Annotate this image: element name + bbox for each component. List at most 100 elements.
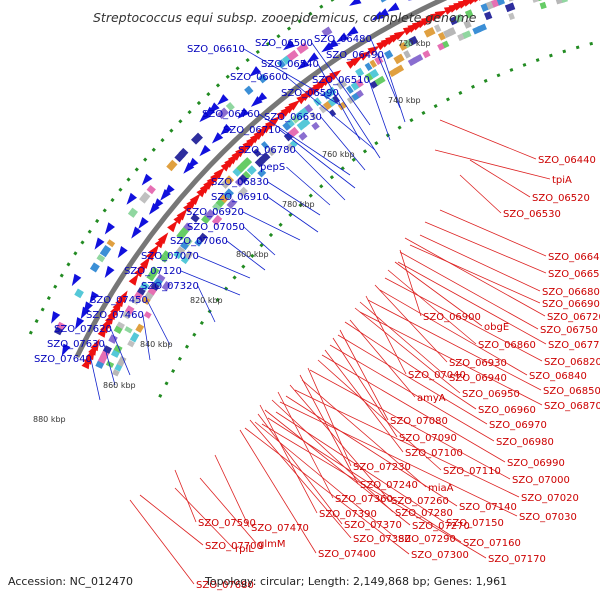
feature-block-forward — [224, 175, 235, 185]
feature-block-forward — [423, 27, 436, 38]
forward-gene-label: SZO_07260 — [391, 496, 449, 507]
forward-label-leader — [434, 149, 551, 180]
feature-block-reverse — [178, 147, 189, 158]
forward-label-leader — [199, 477, 257, 544]
reverse-gene-arrow — [138, 217, 149, 229]
forward-label-leader — [289, 384, 390, 501]
reverse-gene-label: SZO_07460 — [86, 310, 144, 321]
reverse-label-leader — [279, 129, 356, 189]
forward-gene-arrow — [367, 45, 380, 56]
forward-gene-label: SZO_06850 — [543, 386, 600, 397]
forward-gene-arrow — [189, 193, 201, 205]
reverse-label-leader — [226, 240, 266, 271]
forward-label-leader — [439, 119, 537, 160]
forward-gene-arrow — [468, 0, 476, 5]
forward-gene-arrow — [140, 256, 151, 269]
feature-block-forward — [555, 0, 565, 5]
feature-block-forward — [125, 305, 135, 315]
feature-block-forward — [127, 339, 135, 348]
reverse-gene-label: SZO_06600 — [230, 72, 288, 83]
forward-label-leader — [257, 413, 343, 525]
forward-label-leader — [139, 494, 204, 546]
reverse-label-leader — [110, 328, 131, 376]
forward-gene-label: amyA — [417, 393, 446, 404]
feature-block-forward — [539, 1, 547, 10]
reverse-label-leader — [243, 226, 276, 256]
feature-block-reverse — [190, 132, 203, 145]
feature-block-forward — [137, 287, 146, 296]
reverse-gene-arrow — [387, 2, 400, 12]
forward-gene-label: SZO_06770 — [548, 340, 600, 351]
reverse-gene-label: SZO_06920 — [186, 207, 244, 218]
reverse-label-leader — [242, 211, 301, 241]
feature-block-reverse — [244, 85, 254, 96]
feature-block-forward — [301, 117, 311, 128]
reverse-label-leader — [243, 48, 341, 106]
forward-gene-label: SZO_07680 — [196, 580, 254, 591]
feature-block-forward — [327, 86, 337, 97]
forward-gene-arrow — [358, 51, 372, 61]
reverse-gene-arrow — [249, 66, 262, 77]
forward-label-leader — [317, 359, 442, 471]
reverse-gene-arrow — [408, 0, 413, 1]
feature-block-forward — [184, 250, 194, 260]
forward-gene-label: SZO_06650 — [548, 269, 600, 280]
reverse-gene-label: pepS — [260, 162, 285, 173]
forward-label-leader — [379, 289, 528, 376]
feature-block-reverse — [106, 239, 116, 248]
feature-block-forward — [246, 165, 257, 176]
reverse-label-leader — [142, 314, 151, 361]
forward-gene-label: SZO_07030 — [519, 512, 577, 523]
feature-block-forward — [159, 254, 169, 263]
forward-label-leader — [374, 284, 448, 363]
feature-block-forward — [374, 75, 386, 86]
kbp-tick-label: 800 kbp — [236, 250, 269, 259]
feature-block-forward — [384, 49, 394, 60]
forward-gene-arrow — [268, 115, 281, 127]
feature-block-reverse — [139, 191, 151, 204]
forward-gene-label: obgE — [484, 322, 509, 333]
feature-block-forward — [477, 23, 487, 33]
reverse-gene-arrow — [199, 144, 211, 157]
reverse-gene-arrow — [220, 123, 232, 136]
feature-block-forward — [176, 246, 186, 255]
reverse-gene-label: SZO_07620 — [54, 324, 112, 335]
reverse-gene-label: SZO_06780 — [238, 145, 296, 156]
forward-gene-label: SZO_06950 — [462, 389, 520, 400]
forward-gene-label: miaA — [428, 483, 454, 494]
reverse-label-leader — [197, 285, 216, 323]
accession-text: Accession: NC_012470 — [8, 575, 133, 588]
feature-block-reverse — [217, 107, 229, 120]
feature-block-forward — [374, 55, 384, 66]
reverse-label-leader — [103, 343, 116, 386]
feature-block-forward — [223, 188, 234, 200]
reverse-gene-label: SZO_06510 — [312, 75, 370, 86]
reverse-gene-arrow — [326, 39, 339, 49]
forward-gene-label: SZO_07270 — [412, 521, 470, 532]
forward-label-leader — [344, 321, 477, 410]
forward-gene-label: SZO_07170 — [488, 554, 546, 565]
forward-gene-label: SZO_06530 — [503, 209, 561, 220]
reverse-label-leader — [267, 181, 321, 216]
reverse-label-leader — [370, 38, 401, 109]
forward-label-leader — [367, 299, 542, 391]
feature-block-forward — [197, 232, 208, 243]
feature-block-forward — [130, 296, 140, 305]
forward-gene-label: SZO_06860 — [478, 340, 536, 351]
forward-label-leader — [459, 174, 502, 214]
genome-summary-text: Topology: circular; Length: 2,149,868 bp… — [204, 575, 507, 588]
feature-block-forward — [337, 101, 348, 111]
forward-label-leader — [174, 487, 234, 549]
forward-gene-arrow — [350, 56, 363, 67]
feature-block-forward — [286, 118, 295, 128]
feature-block-forward — [355, 67, 365, 78]
forward-gene-label: SZO_07380 — [353, 534, 411, 545]
forward-gene-label: rplL — [235, 544, 254, 555]
reverse-gene-label: SZO_07640 — [34, 354, 92, 365]
feature-block-forward — [162, 250, 172, 259]
feature-block-forward — [355, 78, 364, 88]
forward-gene-label: SZO_07240 — [360, 480, 418, 491]
feature-block-reverse — [225, 101, 235, 112]
forward-label-leader — [332, 337, 398, 438]
